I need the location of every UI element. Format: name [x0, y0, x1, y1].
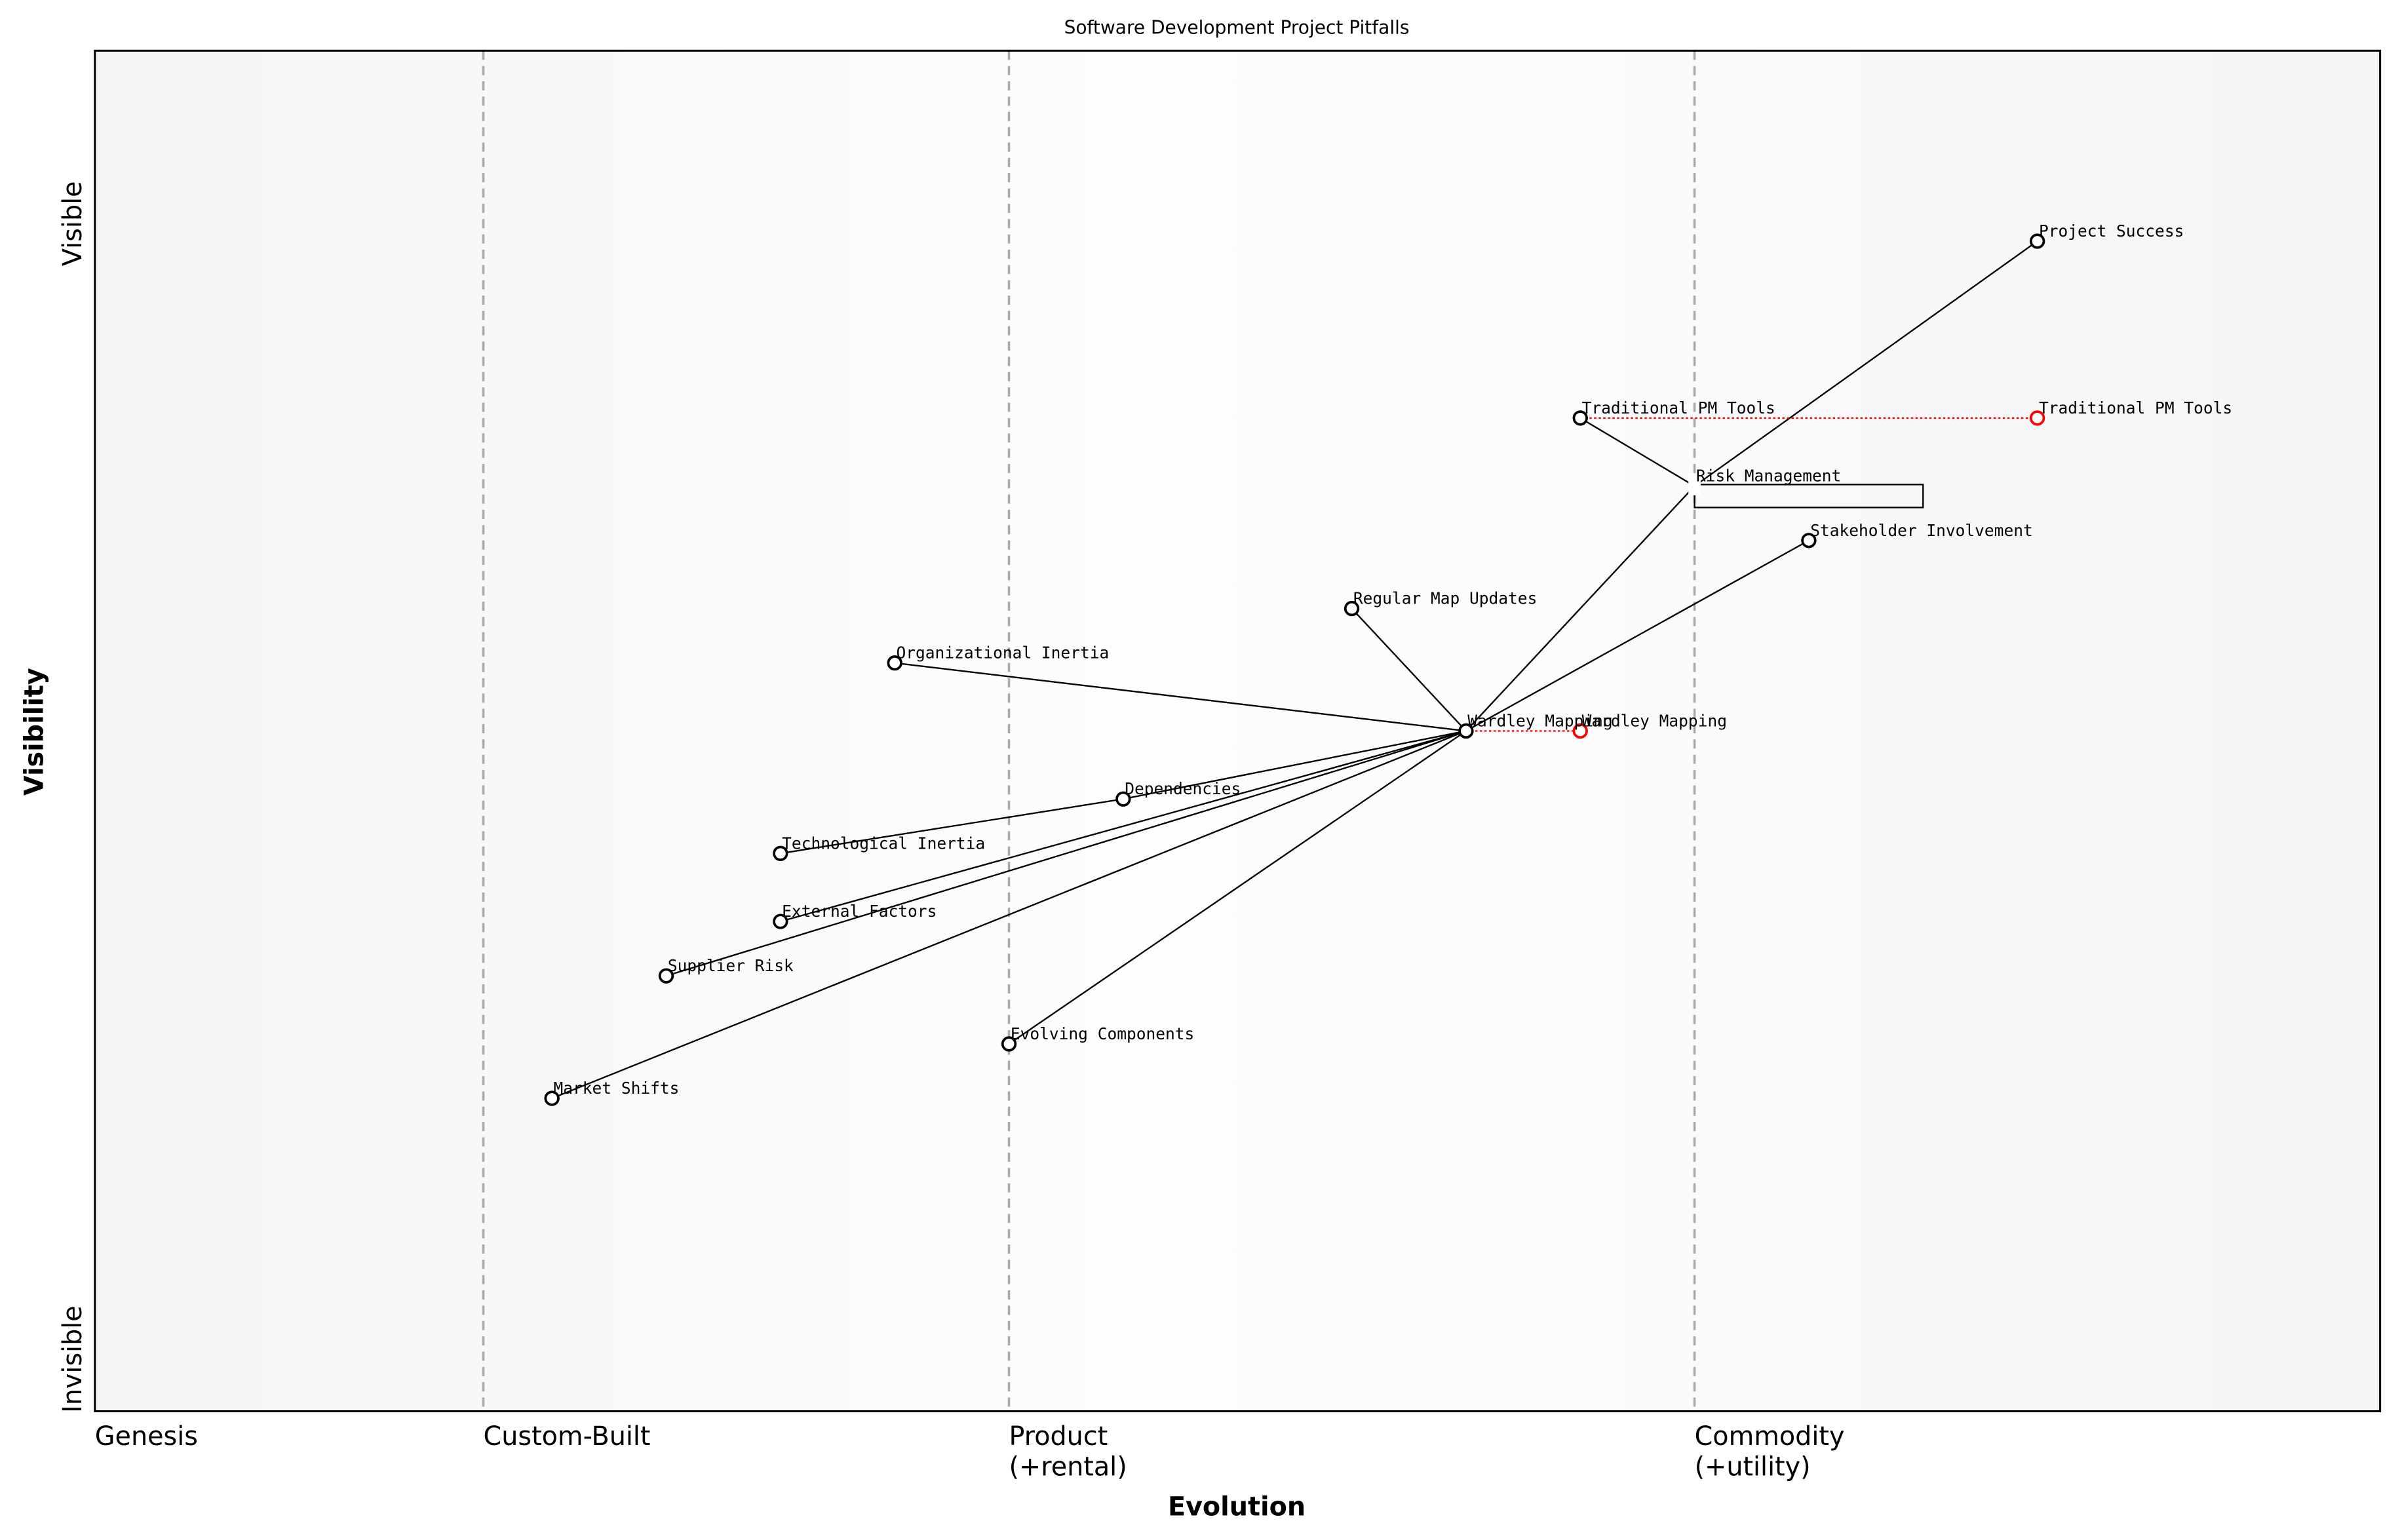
component-marker-regular-map-updates	[1344, 600, 1360, 617]
chart-title: Software Development Project Pitfalls	[1064, 17, 1410, 39]
component-label-dependencies: Dependencies	[1125, 779, 1241, 798]
link-traditional-pm-tools-to-risk-management	[1579, 417, 1695, 487]
link-stakeholder-involvement-to-wardley-mapping	[1465, 539, 1810, 732]
component-marker-external-factors	[773, 914, 788, 929]
component-label-organizational-inertia: Organizational Inertia	[897, 644, 1110, 663]
y-axis-label: Visibility	[19, 668, 49, 796]
component-label-stakeholder-involvement: Stakeholder Involvement	[1810, 521, 2032, 540]
component-label-market-shifts: Market Shifts	[554, 1079, 680, 1098]
evolved-label-wardley-mapping: Wardley Mapping	[1582, 711, 1727, 730]
y-label-visible: Visible	[58, 181, 88, 266]
component-marker-dependencies	[1115, 791, 1131, 807]
component-marker-evolving-components	[1001, 1036, 1017, 1052]
component-marker-stakeholder-involvement	[1801, 533, 1817, 549]
component-marker-traditional-pm-tools	[1572, 410, 1588, 426]
component-label-evolving-components: Evolving Components	[1011, 1024, 1194, 1043]
component-label-traditional-pm-tools: Traditional PM Tools	[1582, 398, 1775, 417]
y-label-invisible: Invisible	[58, 1305, 88, 1413]
link-dependencies-to-wardley-mapping	[1123, 730, 1467, 800]
x-axis-label: Evolution	[1168, 1492, 1306, 1522]
link-organizational-inertia-to-wardley-mapping	[895, 662, 1467, 732]
link-regular-map-updates-to-wardley-mapping	[1351, 607, 1467, 732]
x-tick-product: Product (+rental)	[1009, 1421, 1127, 1482]
component-marker-organizational-inertia	[887, 655, 902, 671]
component-label-project-success: Project Success	[2039, 221, 2184, 241]
link-risk-management-to-wardley-mapping	[1465, 485, 1695, 732]
plot-frame	[94, 49, 2382, 1413]
component-label-external-factors: External Factors	[782, 902, 937, 921]
component-label-technological-inertia: Technological Inertia	[782, 834, 985, 853]
component-marker-technological-inertia	[773, 845, 788, 861]
component-label-wardley-mapping: Wardley Mapping	[1467, 711, 1612, 730]
component-label-supplier-risk: Supplier Risk	[668, 956, 794, 975]
link-technological-inertia-to-dependencies	[780, 798, 1124, 855]
pipeline-risk-management	[1694, 484, 1924, 509]
component-marker-risk-management	[1688, 474, 1701, 495]
link-evolving-components-to-wardley-mapping	[1008, 730, 1467, 1045]
component-marker-wardley-mapping	[1458, 723, 1474, 739]
x-tick-genesis: Genesis	[95, 1421, 198, 1452]
component-marker-project-success	[2029, 233, 2045, 249]
component-label-regular-map-updates: Regular Map Updates	[1353, 589, 1537, 608]
link-project-success-to-risk-management	[1694, 241, 2038, 487]
x-tick-custom-built: Custom-Built	[484, 1421, 651, 1452]
plot-area	[94, 50, 2380, 1412]
evolved-marker-traditional-pm-tools	[2029, 410, 2045, 426]
link-external-factors-to-wardley-mapping	[780, 730, 1467, 923]
link-supplier-risk-to-wardley-mapping	[666, 730, 1467, 977]
evolved-label-traditional-pm-tools: Traditional PM Tools	[2039, 398, 2232, 417]
link-market-shifts-to-wardley-mapping	[551, 730, 1467, 1100]
x-tick-commodity: Commodity (+utility)	[1695, 1421, 1845, 1482]
evolved-marker-wardley-mapping	[1572, 723, 1588, 739]
component-marker-supplier-risk	[658, 968, 674, 984]
component-label-risk-management: Risk Management	[1696, 467, 1841, 486]
component-marker-market-shifts	[544, 1090, 560, 1106]
